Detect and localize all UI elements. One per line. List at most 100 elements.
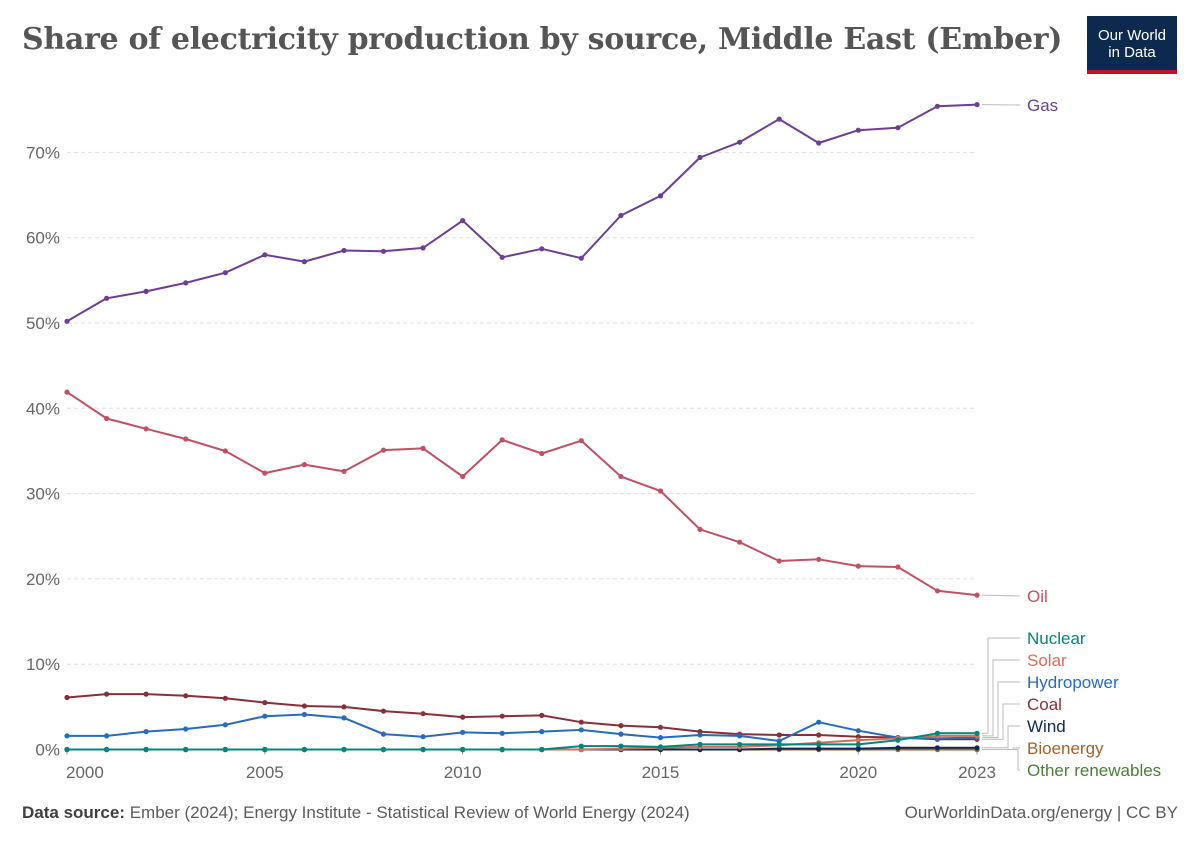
data-point xyxy=(816,140,822,146)
label-leader-line xyxy=(982,749,1020,771)
data-point xyxy=(895,737,901,743)
data-point xyxy=(183,693,189,699)
data-point xyxy=(143,691,149,697)
data-point xyxy=(816,556,822,562)
x-tick-label: 2015 xyxy=(642,763,680,782)
series-line xyxy=(66,693,977,741)
data-point xyxy=(895,564,901,570)
y-tick-label: 50% xyxy=(26,314,60,333)
data-point xyxy=(143,426,149,432)
data-point xyxy=(104,415,110,422)
data-point xyxy=(697,526,703,533)
chart-title: Share of electricity production by sourc… xyxy=(22,22,1063,57)
data-point xyxy=(64,746,70,753)
data-point xyxy=(301,462,307,468)
data-point xyxy=(816,746,822,752)
data-point xyxy=(499,730,505,736)
data-point xyxy=(855,746,861,752)
data-point xyxy=(104,691,110,697)
data-point xyxy=(934,745,941,751)
label-leader-line xyxy=(982,659,1020,737)
data-source-label: Data source: xyxy=(22,803,125,822)
data-point xyxy=(578,255,584,261)
series-label-hydropower: Hydropower xyxy=(1027,673,1119,692)
data-point xyxy=(657,193,664,199)
data-point xyxy=(262,700,268,706)
data-point xyxy=(143,288,149,294)
data-point xyxy=(499,437,505,443)
data-point xyxy=(499,713,505,719)
series-line xyxy=(67,713,978,742)
data-point xyxy=(143,729,149,735)
data-point xyxy=(64,694,70,701)
data-point xyxy=(657,488,664,494)
series-label-nuclear: Nuclear xyxy=(1027,629,1086,648)
data-point xyxy=(104,295,110,301)
data-point xyxy=(222,270,228,276)
data-point xyxy=(301,746,307,753)
data-point xyxy=(143,746,149,753)
data-point xyxy=(618,743,624,749)
data-point xyxy=(104,746,110,753)
credit-link[interactable]: OurWorldinData.org/energy | CC BY xyxy=(904,803,1178,822)
data-point xyxy=(855,563,861,569)
owid-logo[interactable]: Our World in Data xyxy=(1087,16,1177,74)
data-point xyxy=(341,247,347,254)
label-leader-line xyxy=(982,703,1020,740)
logo-line-1: Our World xyxy=(1097,27,1167,44)
data-point xyxy=(420,746,426,753)
data-point xyxy=(380,447,387,453)
series-gas xyxy=(64,102,980,324)
series-label-solar: Solar xyxy=(1027,651,1067,670)
data-point xyxy=(974,730,980,736)
data-point xyxy=(380,746,387,753)
data-point xyxy=(539,746,545,753)
data-point xyxy=(776,116,782,122)
data-point xyxy=(578,719,584,725)
data-point xyxy=(539,712,545,719)
data-point xyxy=(262,713,268,719)
series-coal xyxy=(64,691,980,742)
x-tick-label: 2000 xyxy=(66,763,104,782)
data-point xyxy=(460,746,466,753)
data-point xyxy=(934,730,941,736)
data-point xyxy=(64,733,70,739)
data-point xyxy=(64,318,70,324)
data-point xyxy=(539,729,545,735)
data-point xyxy=(776,558,782,564)
data-point xyxy=(776,732,782,738)
data-point xyxy=(618,731,624,737)
data-point xyxy=(222,746,228,753)
data-point xyxy=(262,746,268,753)
data-point xyxy=(737,733,743,739)
data-point xyxy=(341,468,347,474)
data-point xyxy=(460,729,466,736)
series-line xyxy=(67,732,977,751)
data-point xyxy=(420,445,426,451)
data-point xyxy=(183,280,189,286)
data-point xyxy=(618,473,624,480)
series-label-gas: Gas xyxy=(1027,96,1058,115)
data-point xyxy=(420,245,426,251)
series-label-oil: Oil xyxy=(1027,587,1048,606)
data-point xyxy=(776,741,782,748)
data-point xyxy=(974,592,980,598)
data-point xyxy=(341,746,347,753)
data-point xyxy=(855,127,861,133)
data-point xyxy=(64,389,70,395)
data-point xyxy=(934,103,941,109)
data-point xyxy=(816,719,822,725)
series-label-wind: Wind xyxy=(1027,717,1066,736)
label-leader-line xyxy=(981,594,1021,597)
series-oil xyxy=(64,389,980,598)
data-point xyxy=(460,473,466,480)
data-point xyxy=(262,252,268,258)
series-line xyxy=(66,391,978,597)
data-point xyxy=(855,737,861,743)
x-tick-label: 2020 xyxy=(839,763,877,782)
data-point xyxy=(618,723,624,729)
gridlines xyxy=(67,151,977,750)
data-source-text: Ember (2024); Energy Institute - Statist… xyxy=(129,803,690,822)
data-point xyxy=(737,741,743,748)
data-point xyxy=(222,722,228,728)
